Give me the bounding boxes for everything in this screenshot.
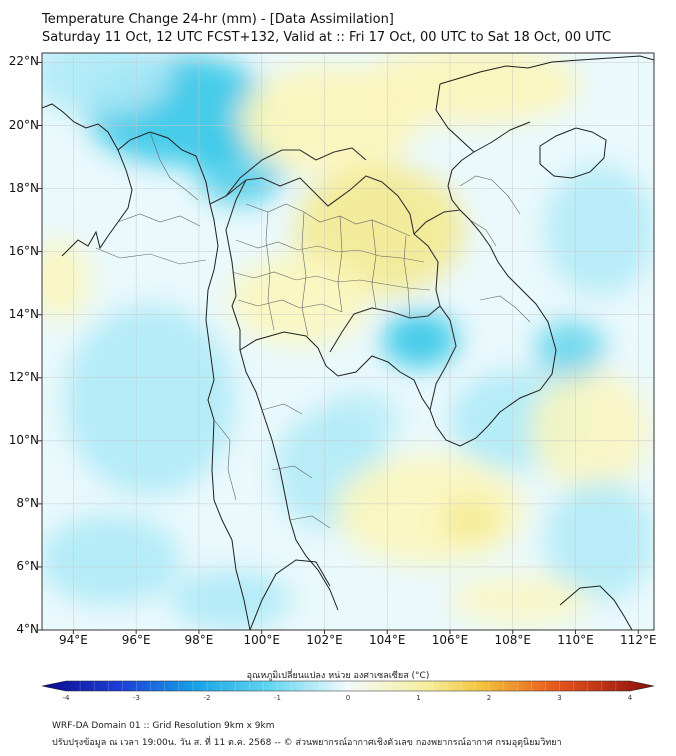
lon-label: 102°E bbox=[306, 633, 343, 647]
colorbar-tick: 4 bbox=[627, 694, 633, 702]
field-blob bbox=[535, 320, 605, 380]
province-borders bbox=[95, 131, 531, 529]
colorbar-tick: 0 bbox=[345, 694, 351, 702]
field-blob bbox=[170, 570, 290, 630]
temperature-field bbox=[42, 53, 654, 630]
lat-label: 22°N bbox=[8, 54, 39, 69]
lon-label: 98°E bbox=[184, 633, 214, 647]
field-blob bbox=[230, 255, 370, 345]
colorbar-title: อุณหภูมิเปลี่ยนแปลง หน่วย องศาเซลเซียส (… bbox=[246, 671, 430, 681]
colorbar bbox=[41, 680, 655, 692]
lon-label: 110°E bbox=[557, 633, 594, 647]
field-blob bbox=[545, 165, 654, 295]
field-blob bbox=[320, 390, 400, 450]
footer-model-info: WRF-DA Domain 01 :: Grid Resolution 9km … bbox=[52, 721, 275, 731]
colorbar-tick: -3 bbox=[133, 694, 140, 702]
coastlines bbox=[42, 55, 654, 630]
lon-label: 104°E bbox=[368, 633, 406, 647]
lat-lon-gridlines bbox=[42, 53, 654, 630]
colorbar-tick: -4 bbox=[62, 694, 70, 702]
country-borders bbox=[209, 147, 461, 411]
field-blob bbox=[545, 480, 654, 600]
lat-label: 6°N bbox=[16, 558, 39, 573]
lat-label: 8°N bbox=[16, 495, 39, 510]
map-subtitle: Saturday 11 Oct, 12 UTC FCST+132, Valid … bbox=[42, 30, 612, 45]
lat-label: 14°N bbox=[8, 306, 39, 321]
field-blob bbox=[450, 575, 590, 625]
lat-label: 16°N bbox=[8, 243, 39, 258]
field-blob bbox=[360, 53, 580, 125]
lat-label: 4°N bbox=[16, 622, 39, 636]
lon-label: 100°E bbox=[243, 633, 280, 647]
field-blob bbox=[42, 53, 170, 115]
lat-label: 20°N bbox=[8, 117, 39, 132]
colorbar-tick: 3 bbox=[557, 694, 562, 702]
lat-label: 12°N bbox=[8, 369, 39, 384]
field-blob bbox=[440, 498, 500, 542]
footer-credit: ปรับปรุงข้อมูล ณ เวลา 19:00น. วัน ส. ที่… bbox=[52, 738, 562, 748]
field-blob bbox=[382, 312, 458, 368]
lat-label: 10°N bbox=[8, 432, 39, 447]
lat-label: 18°N bbox=[8, 180, 39, 195]
colorbar-tick: -2 bbox=[203, 694, 211, 702]
lon-label: 94°E bbox=[58, 633, 88, 647]
colorbar-tick: -1 bbox=[274, 694, 281, 702]
field-blob bbox=[42, 515, 180, 605]
lon-label: 106°E bbox=[431, 633, 469, 647]
lon-label: 112°E bbox=[620, 633, 657, 647]
map-title: Temperature Change 24-hr (mm) - [Data As… bbox=[42, 12, 394, 27]
colorbar-tick: 1 bbox=[416, 694, 421, 702]
map-frame bbox=[41, 52, 655, 631]
lon-label: 96°E bbox=[121, 633, 151, 647]
field-blob bbox=[65, 305, 235, 495]
field-blob bbox=[42, 240, 90, 320]
lon-label: 108°E bbox=[494, 633, 532, 647]
colorbar-tick: 2 bbox=[486, 694, 492, 702]
field-blob bbox=[530, 370, 650, 490]
